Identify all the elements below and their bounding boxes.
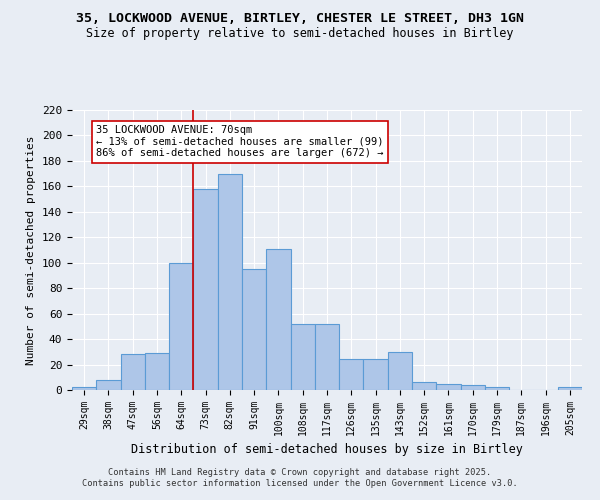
Bar (364, 360, 388, 390)
Text: 35 LOCKWOOD AVENUE: 70sqm
← 13% of semi-detached houses are smaller (99)
86% of : 35 LOCKWOOD AVENUE: 70sqm ← 13% of semi-… (96, 126, 384, 158)
Bar (461, 385, 485, 390)
Bar (218, 174, 242, 390)
Bar (290, 324, 315, 390)
Text: 35, LOCKWOOD AVENUE, BIRTLEY, CHESTER LE STREET, DH3 1GN: 35, LOCKWOOD AVENUE, BIRTLEY, CHESTER LE… (76, 12, 524, 26)
Bar (315, 324, 339, 390)
Bar (145, 353, 169, 390)
Bar (339, 360, 364, 390)
Bar (121, 354, 145, 390)
Bar (169, 262, 193, 390)
Bar (96, 380, 121, 390)
Bar (558, 388, 582, 390)
Bar (193, 189, 218, 390)
Bar (266, 248, 290, 390)
Bar (242, 269, 266, 390)
Bar (72, 388, 96, 390)
Bar (388, 352, 412, 390)
Bar (436, 384, 461, 390)
Y-axis label: Number of semi-detached properties: Number of semi-detached properties (26, 135, 37, 365)
X-axis label: Distribution of semi-detached houses by size in Birtley: Distribution of semi-detached houses by … (131, 444, 523, 456)
Bar (485, 388, 509, 390)
Text: Contains HM Land Registry data © Crown copyright and database right 2025.
Contai: Contains HM Land Registry data © Crown c… (82, 468, 518, 487)
Text: Size of property relative to semi-detached houses in Birtley: Size of property relative to semi-detach… (86, 28, 514, 40)
Bar (412, 382, 436, 390)
